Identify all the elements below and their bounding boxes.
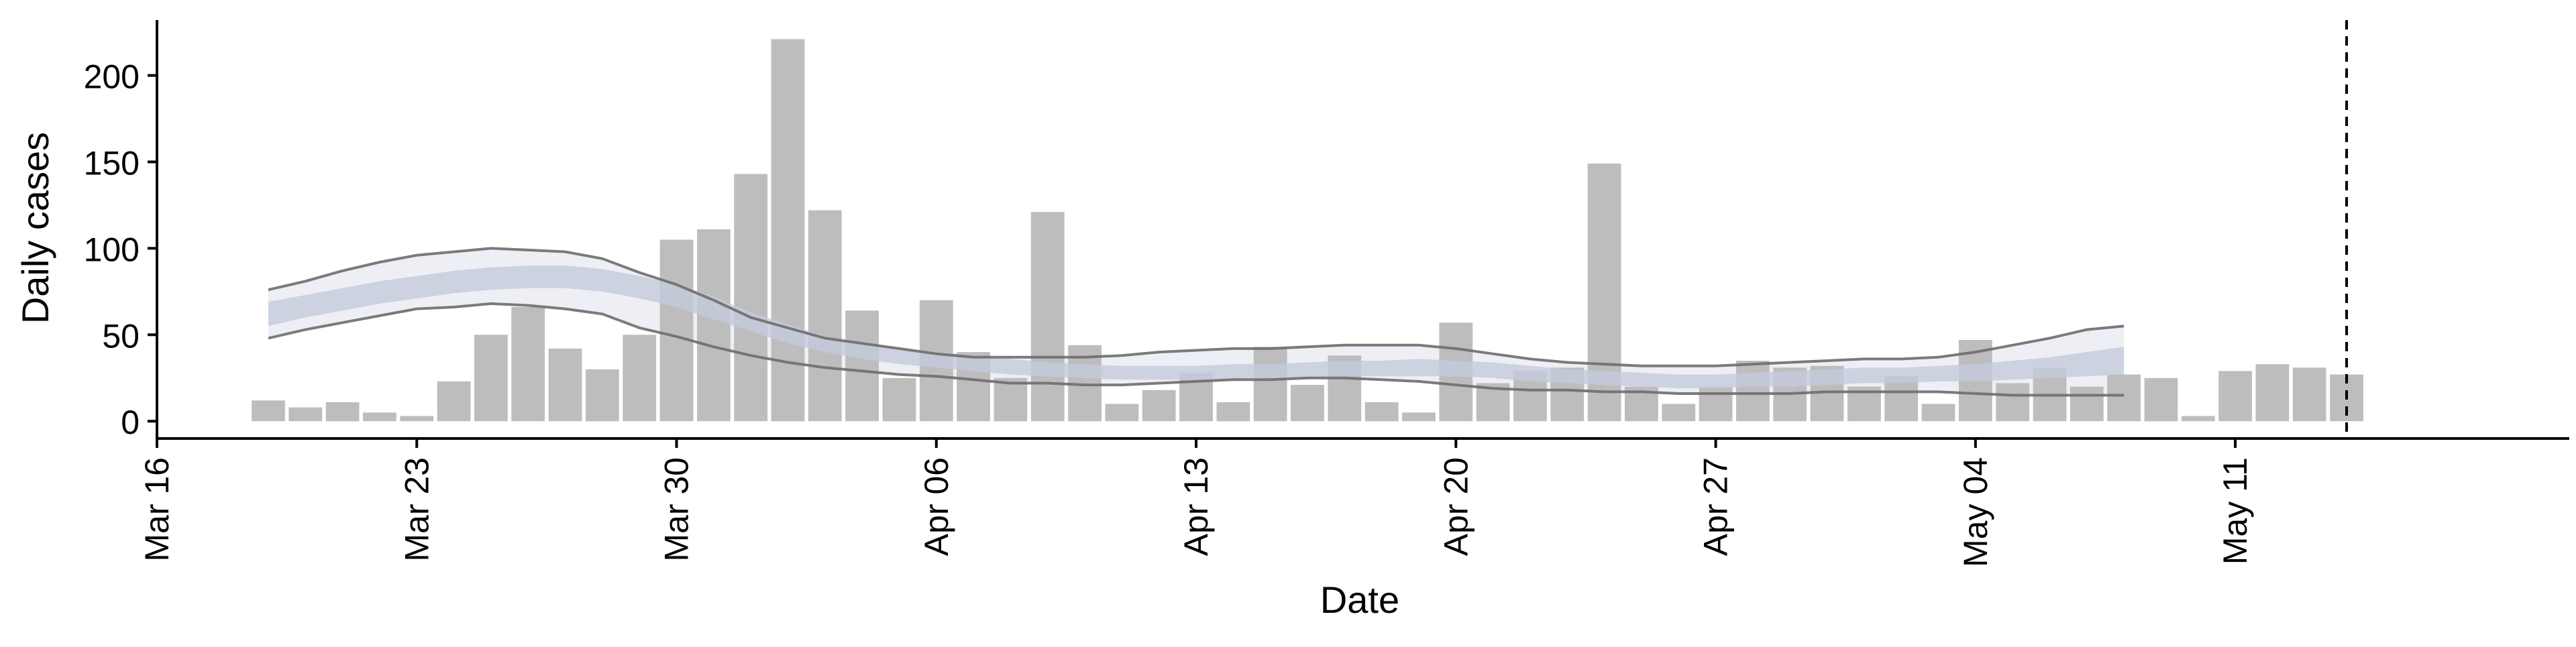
inner-credible-band-layer [268, 266, 2125, 389]
y-tick-label: 200 [84, 58, 140, 96]
bar [1142, 390, 1176, 422]
x-tick-label: Apr 27 [1697, 457, 1735, 556]
bar [623, 335, 657, 422]
bar [845, 310, 879, 422]
bar [1736, 361, 1770, 422]
bar [363, 412, 396, 422]
bar [1105, 404, 1139, 422]
bar [1662, 404, 1696, 422]
bar [771, 39, 805, 422]
bar [808, 210, 842, 422]
y-tick-label: 0 [121, 404, 140, 441]
x-tick-label: Apr 06 [918, 457, 955, 556]
x-tick-label: Apr 20 [1437, 457, 1474, 556]
bar [511, 307, 545, 422]
lower-bound-line [268, 302, 2125, 397]
bar [2181, 416, 2215, 422]
inner-credible-band [268, 266, 2125, 389]
bar [325, 402, 360, 422]
bar [1291, 385, 1324, 422]
x-tick-label: May 11 [2216, 457, 2254, 565]
bar [474, 335, 508, 422]
bar [882, 377, 916, 422]
bar [2144, 377, 2178, 422]
bar [697, 229, 731, 422]
x-tick-label: Mar 23 [398, 457, 435, 562]
bar [1402, 412, 1436, 422]
bar [1364, 402, 1399, 422]
bar [586, 369, 619, 422]
bar [1921, 404, 1955, 422]
bar [2255, 364, 2290, 422]
bar [1253, 347, 1287, 422]
bar [734, 174, 768, 422]
x-tick-label: Mar 30 [658, 457, 696, 562]
bar [1884, 376, 1919, 422]
x-tick-label: May 04 [1957, 457, 1994, 567]
bar [400, 416, 434, 422]
bar [548, 348, 582, 422]
y-tick-label: 150 [84, 144, 140, 182]
bar [252, 400, 285, 422]
bar [2070, 386, 2104, 422]
bar [288, 407, 323, 422]
bar [437, 381, 471, 422]
y-tick-label: 100 [84, 231, 140, 268]
axes-layer: 0 50 100 150 200 Mar 16 Mar 23 Mar 30 Apr 06 Apr … [84, 20, 2569, 567]
y-tick-label: 50 [102, 317, 140, 355]
upper-bound-line [268, 247, 2125, 367]
band-outline-layer [268, 247, 2125, 397]
x-tick-label: Apr 13 [1177, 457, 1215, 556]
bar [2218, 371, 2252, 422]
bar [1996, 383, 2030, 422]
bar [1699, 386, 1733, 422]
bar [659, 239, 694, 422]
bar [994, 377, 1028, 422]
bar [1216, 402, 1250, 422]
x-axis-label: Date [1320, 579, 1399, 621]
x-tick-label: Mar 16 [138, 457, 176, 562]
y-axis-label: Daily cases [14, 132, 56, 324]
bar [1030, 212, 1065, 422]
bar [2107, 374, 2141, 422]
bar [2292, 367, 2326, 422]
